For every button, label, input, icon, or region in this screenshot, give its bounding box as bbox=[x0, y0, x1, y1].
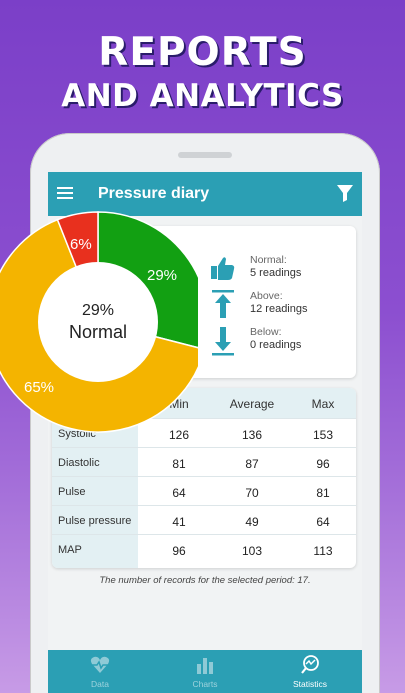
slice-label-high: 6% bbox=[70, 236, 92, 253]
pulse-min: 64 bbox=[172, 486, 186, 500]
pulse-pressure-max: 64 bbox=[316, 515, 330, 529]
nav-charts-label: Charts bbox=[192, 679, 218, 689]
phone-speaker bbox=[178, 152, 232, 158]
arrow-down-icon bbox=[212, 327, 234, 356]
pulse-avg: 70 bbox=[245, 486, 259, 500]
nav-statistics-label: Statistics bbox=[292, 679, 327, 689]
heart-pulse-icon bbox=[90, 656, 110, 673]
app-bar: Pressure diary bbox=[48, 172, 362, 216]
thumbs-up-icon bbox=[211, 257, 235, 280]
app-title: Pressure diary bbox=[98, 185, 210, 202]
nav-data-label: Data bbox=[91, 679, 109, 689]
arrow-up-icon bbox=[212, 290, 234, 318]
pulse-max: 81 bbox=[316, 486, 330, 500]
col-max: Max bbox=[311, 397, 335, 411]
systolic-max: 153 bbox=[312, 428, 334, 442]
records-footnote: The number of records for the selected p… bbox=[99, 575, 311, 586]
diastolic-max: 96 bbox=[316, 457, 330, 471]
normal-count: 5 readings bbox=[250, 267, 302, 279]
bottom-navigation: Data Charts Statistics bbox=[48, 650, 362, 693]
row-pulse-label: Pulse bbox=[58, 486, 86, 498]
nav-charts[interactable]: Charts bbox=[153, 650, 257, 693]
promo-title-line1: REPORTS bbox=[98, 30, 307, 75]
row-map-label: MAP bbox=[58, 544, 82, 556]
promo-title-line2: AND ANALYTICS bbox=[61, 78, 344, 114]
readings-donut-chart bbox=[0, 211, 198, 433]
row-diastolic-label: Diastolic bbox=[58, 457, 100, 469]
row-pulse-pressure-label: Pulse pressure bbox=[58, 515, 132, 527]
nav-data[interactable]: Data bbox=[48, 650, 152, 693]
map-max: 113 bbox=[313, 544, 333, 558]
diastolic-min: 81 bbox=[172, 457, 186, 471]
above-count: 12 readings bbox=[250, 303, 308, 315]
systolic-avg: 136 bbox=[241, 428, 263, 442]
statistics-magnifier-icon bbox=[301, 655, 319, 674]
diastolic-avg: 87 bbox=[245, 457, 259, 471]
map-min: 96 bbox=[172, 544, 186, 558]
normal-label: Normal: bbox=[250, 254, 287, 266]
donut-center-percent: 29% bbox=[81, 302, 115, 319]
pulse-pressure-min: 41 bbox=[172, 515, 186, 529]
pulse-pressure-avg: 49 bbox=[245, 515, 259, 529]
filter-icon[interactable] bbox=[336, 183, 354, 208]
donut-hole bbox=[38, 262, 158, 382]
slice-label-above: 65% bbox=[24, 379, 55, 396]
below-label: Below: bbox=[250, 326, 282, 338]
menu-icon[interactable] bbox=[57, 187, 73, 199]
below-count: 0 readings bbox=[250, 339, 302, 351]
col-average: Average bbox=[229, 397, 275, 411]
systolic-min: 126 bbox=[168, 428, 190, 442]
donut-center-label: Normal bbox=[68, 322, 127, 342]
bar-chart-icon bbox=[197, 658, 213, 674]
slice-label-normal: 29% bbox=[147, 267, 178, 284]
map-avg: 103 bbox=[241, 544, 263, 558]
nav-statistics[interactable]: Statistics bbox=[258, 650, 362, 693]
above-label: Above: bbox=[250, 290, 283, 302]
